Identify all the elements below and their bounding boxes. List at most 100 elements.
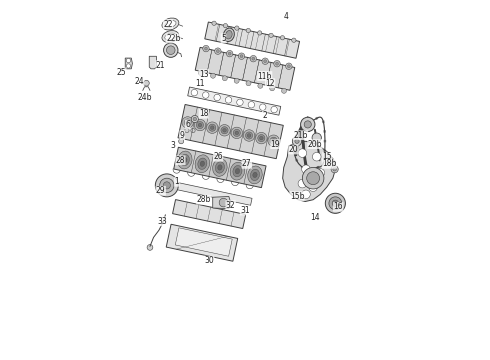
Text: 28: 28 xyxy=(176,156,185,165)
Circle shape xyxy=(219,125,230,136)
Text: 27: 27 xyxy=(242,159,251,168)
Polygon shape xyxy=(174,147,266,188)
Circle shape xyxy=(226,50,233,57)
Circle shape xyxy=(212,21,216,26)
Circle shape xyxy=(194,119,206,131)
Ellipse shape xyxy=(165,33,176,40)
Circle shape xyxy=(228,52,231,55)
Polygon shape xyxy=(175,228,232,256)
Circle shape xyxy=(270,86,275,91)
Circle shape xyxy=(193,117,196,121)
Circle shape xyxy=(185,129,189,133)
Polygon shape xyxy=(173,182,252,205)
Circle shape xyxy=(316,168,324,177)
Circle shape xyxy=(271,106,277,113)
Circle shape xyxy=(186,121,190,124)
Circle shape xyxy=(268,135,279,147)
Circle shape xyxy=(264,60,267,63)
Circle shape xyxy=(164,43,178,57)
Circle shape xyxy=(332,200,339,207)
Polygon shape xyxy=(188,87,281,115)
Text: 19: 19 xyxy=(270,140,280,149)
Ellipse shape xyxy=(195,155,210,172)
Circle shape xyxy=(262,58,269,64)
Circle shape xyxy=(240,55,243,58)
Circle shape xyxy=(252,57,255,60)
Circle shape xyxy=(293,136,302,146)
Circle shape xyxy=(198,71,204,76)
Circle shape xyxy=(286,63,292,69)
Circle shape xyxy=(275,62,278,65)
Text: 5: 5 xyxy=(221,34,226,43)
Circle shape xyxy=(235,26,239,30)
Circle shape xyxy=(198,123,202,127)
Circle shape xyxy=(325,193,345,213)
Circle shape xyxy=(203,45,209,52)
Ellipse shape xyxy=(215,162,224,173)
Circle shape xyxy=(246,28,250,33)
Ellipse shape xyxy=(225,31,232,39)
Circle shape xyxy=(126,58,131,63)
Text: 20b: 20b xyxy=(308,140,322,149)
Text: 2: 2 xyxy=(262,111,267,120)
Circle shape xyxy=(204,47,207,50)
Text: 18: 18 xyxy=(199,109,209,118)
Text: 31: 31 xyxy=(240,206,250,215)
Circle shape xyxy=(272,139,275,143)
Circle shape xyxy=(329,197,342,210)
Ellipse shape xyxy=(200,161,204,166)
Text: 15: 15 xyxy=(323,152,332,161)
Text: 25: 25 xyxy=(117,68,126,77)
Circle shape xyxy=(288,65,290,68)
Ellipse shape xyxy=(250,169,260,181)
Text: 12: 12 xyxy=(266,79,275,88)
Ellipse shape xyxy=(223,28,234,41)
Text: 13: 13 xyxy=(199,70,209,79)
Text: 29: 29 xyxy=(156,186,166,195)
Ellipse shape xyxy=(235,168,240,174)
Circle shape xyxy=(245,132,253,139)
Circle shape xyxy=(328,158,331,162)
Circle shape xyxy=(214,94,220,101)
Circle shape xyxy=(191,116,198,123)
Circle shape xyxy=(221,127,228,134)
Polygon shape xyxy=(125,58,132,69)
Text: 24b: 24b xyxy=(137,93,152,102)
Circle shape xyxy=(326,157,333,164)
Ellipse shape xyxy=(180,154,189,166)
Text: 9: 9 xyxy=(180,131,185,140)
Circle shape xyxy=(215,48,221,54)
Text: 15b: 15b xyxy=(290,192,304,201)
Ellipse shape xyxy=(183,157,187,163)
Circle shape xyxy=(280,36,285,40)
Circle shape xyxy=(206,122,218,134)
Ellipse shape xyxy=(198,158,207,170)
Circle shape xyxy=(312,133,321,142)
Circle shape xyxy=(147,244,153,250)
Circle shape xyxy=(210,126,214,130)
Circle shape xyxy=(250,55,257,62)
Circle shape xyxy=(258,31,262,35)
Circle shape xyxy=(191,89,197,96)
Text: 1: 1 xyxy=(174,177,179,186)
Circle shape xyxy=(209,124,216,131)
Circle shape xyxy=(237,99,243,105)
Circle shape xyxy=(298,179,307,188)
Text: 21b: 21b xyxy=(294,131,308,140)
Circle shape xyxy=(307,172,319,185)
Circle shape xyxy=(155,174,178,197)
Circle shape xyxy=(225,97,232,103)
Ellipse shape xyxy=(213,158,227,176)
Circle shape xyxy=(270,137,277,144)
Circle shape xyxy=(269,33,273,37)
Circle shape xyxy=(219,198,228,207)
Text: 14: 14 xyxy=(310,213,320,222)
Circle shape xyxy=(231,127,243,139)
Polygon shape xyxy=(195,48,295,90)
Circle shape xyxy=(182,117,194,128)
Ellipse shape xyxy=(253,172,257,177)
Circle shape xyxy=(233,129,241,136)
Circle shape xyxy=(248,102,255,108)
Ellipse shape xyxy=(218,165,222,170)
Circle shape xyxy=(196,121,203,129)
